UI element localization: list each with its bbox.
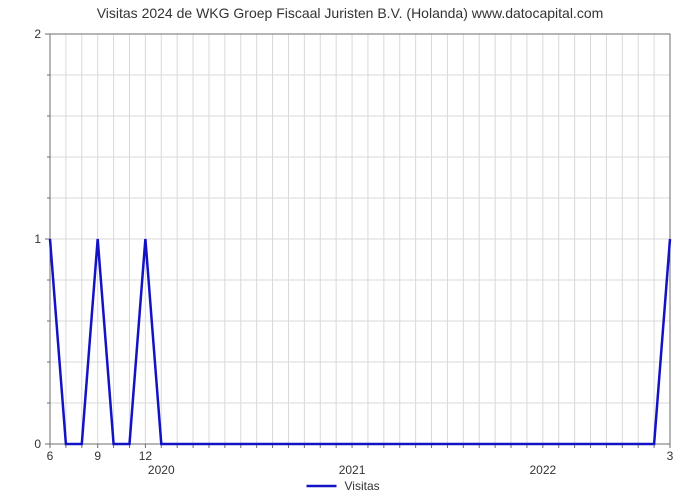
- x-tick-label: 9: [94, 449, 101, 463]
- x-tick-label: 12: [139, 449, 153, 463]
- x-tick-label: 6: [47, 449, 54, 463]
- x-year-label: 2021: [339, 463, 366, 477]
- x-year-label: 2022: [529, 463, 556, 477]
- chart-svg: Visitas 2024 de WKG Groep Fiscaal Jurist…: [0, 0, 700, 500]
- y-tick-label: 0: [34, 437, 41, 451]
- legend-label: Visitas: [345, 479, 380, 493]
- chart-container: Visitas 2024 de WKG Groep Fiscaal Jurist…: [0, 0, 700, 500]
- y-tick-label: 1: [34, 232, 41, 246]
- x-year-label: 2020: [148, 463, 175, 477]
- x-tick-label: 3: [667, 449, 674, 463]
- y-tick-label: 2: [34, 27, 41, 41]
- chart-title: Visitas 2024 de WKG Groep Fiscaal Jurist…: [97, 5, 604, 21]
